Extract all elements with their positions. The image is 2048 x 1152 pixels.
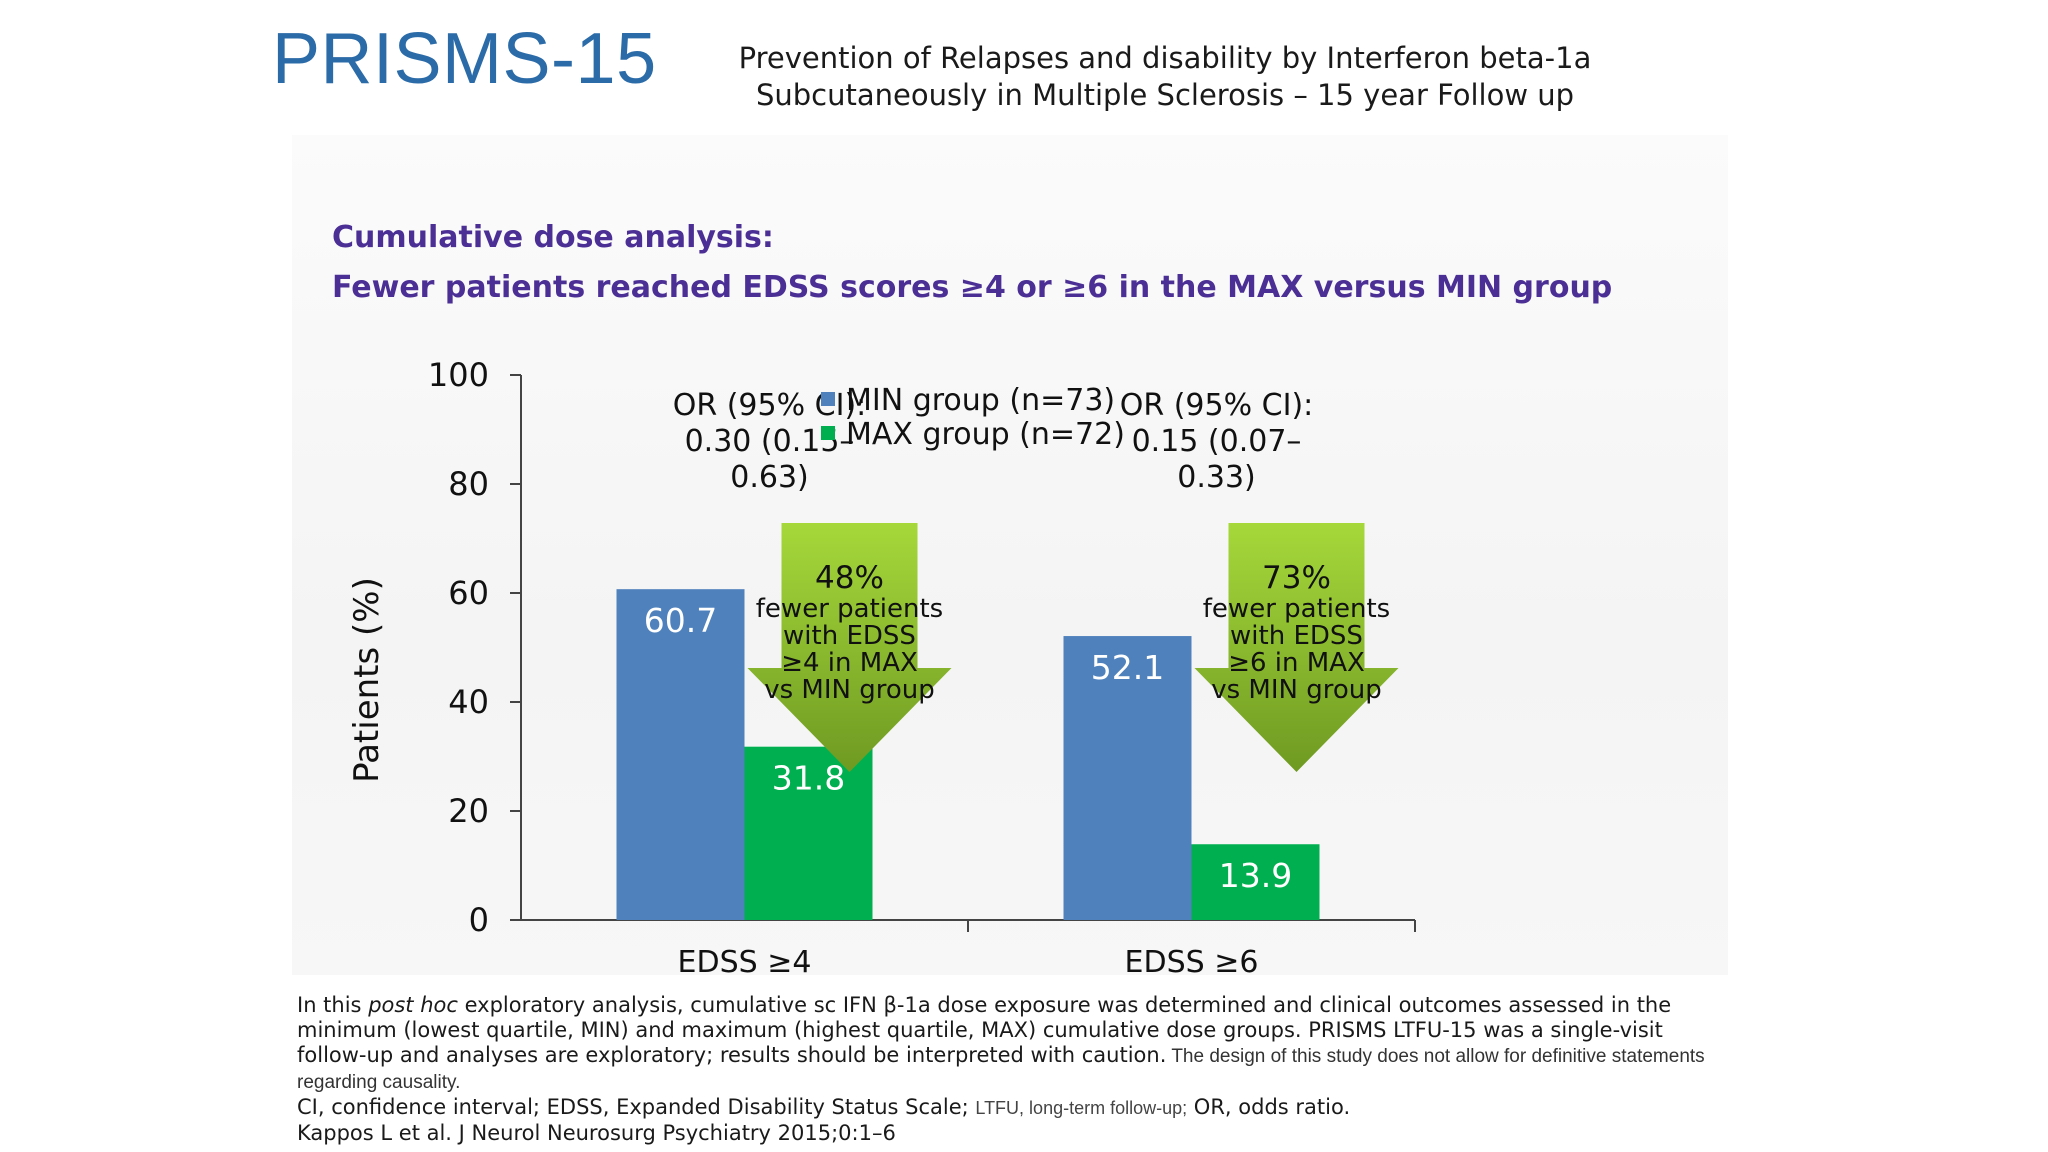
legend-label: MIN group (n=73) bbox=[846, 383, 1115, 418]
footnote-disclaimer: The design of this study does not allow … bbox=[297, 1046, 1705, 1093]
arrow-annotation-text: 48% bbox=[815, 560, 884, 596]
footnote-text: OR, odds ratio. bbox=[1187, 1095, 1351, 1119]
reduction-arrow bbox=[747, 523, 952, 772]
footnote-text: exploratory analysis, cumulative sc IFN … bbox=[297, 993, 1672, 1067]
footnote-abbreviations: CI, confidence interval; EDSS, Expanded … bbox=[297, 1095, 1737, 1121]
subtitle-line-2: Subcutaneously in Multiple Sclerosis – 1… bbox=[755, 78, 1575, 112]
reduction-arrow bbox=[1194, 523, 1399, 772]
headline-line-2: Fewer patients reached EDSS scores ≥4 or… bbox=[332, 270, 1613, 305]
legend-label: MAX group (n=72) bbox=[846, 417, 1125, 452]
y-tick-label: 100 bbox=[428, 356, 489, 394]
odds-ratio-text: OR (95% CI): bbox=[1120, 388, 1314, 423]
odds-ratio-text: OR (95% CI): bbox=[673, 388, 867, 423]
footnote-paragraph-1: In this post hoc exploratory analysis, c… bbox=[297, 993, 1737, 1095]
footnote-reference: Kappos L et al. J Neurol Neurosurg Psych… bbox=[297, 1121, 896, 1145]
footnote: In this post hoc exploratory analysis, c… bbox=[297, 993, 1737, 1146]
arrow-annotation-text: vs MIN group bbox=[1211, 675, 1382, 705]
bar-max bbox=[744, 746, 873, 920]
odds-ratio-text: 0.15 (0.07– bbox=[1132, 424, 1302, 459]
headline-line-1: Cumulative dose analysis: bbox=[332, 220, 774, 255]
y-axis-label: Patients (%) bbox=[347, 577, 387, 783]
brand-title: PRISMS-15 bbox=[272, 19, 657, 99]
y-tick-label: 80 bbox=[448, 465, 489, 503]
arrow-annotation-text: fewer patients bbox=[756, 594, 943, 624]
y-tick-label: 20 bbox=[448, 792, 489, 830]
arrow-annotation-text: with EDSS bbox=[783, 621, 916, 651]
y-tick-label: 60 bbox=[448, 574, 489, 612]
y-tick-label: 0 bbox=[469, 901, 489, 939]
bar-value-label: 31.8 bbox=[772, 759, 845, 798]
arrow-annotation-text: vs MIN group bbox=[764, 675, 935, 705]
odds-ratio-text: 0.33) bbox=[1177, 460, 1256, 495]
footnote-text: In this bbox=[297, 993, 369, 1017]
x-category-label: EDSS ≥6 bbox=[1125, 945, 1259, 980]
page-subtitle: Prevention of Relapses and disability by… bbox=[690, 40, 1640, 114]
content-panel bbox=[292, 135, 1728, 975]
arrow-annotation-text: ≥6 in MAX bbox=[1228, 648, 1365, 678]
footnote-text: CI, confidence interval; EDSS, Expanded … bbox=[297, 1095, 976, 1119]
arrow-annotation-text: fewer patients bbox=[1203, 594, 1390, 624]
bar-min bbox=[616, 589, 745, 920]
bar-value-label: 60.7 bbox=[644, 601, 717, 640]
legend-swatch bbox=[821, 392, 835, 406]
bar-max bbox=[1191, 844, 1320, 920]
arrow-annotation-text: ≥4 in MAX bbox=[781, 648, 918, 678]
x-category-label: EDSS ≥4 bbox=[678, 945, 812, 980]
footnote-text-small: LTFU, long-term follow-up; bbox=[975, 1098, 1188, 1118]
odds-ratio-text: 0.63) bbox=[730, 460, 809, 495]
bar-value-label: 52.1 bbox=[1091, 648, 1164, 687]
bar-min bbox=[1063, 636, 1192, 920]
footnote-emphasis: post hoc bbox=[368, 993, 458, 1017]
legend-swatch bbox=[821, 426, 835, 440]
arrow-annotation-text: with EDSS bbox=[1230, 621, 1363, 651]
y-tick-label: 40 bbox=[448, 683, 489, 721]
subtitle-line-1: Prevention of Relapses and disability by… bbox=[738, 41, 1592, 75]
arrow-annotation-text: 73% bbox=[1262, 560, 1331, 596]
bar-value-label: 13.9 bbox=[1219, 856, 1292, 895]
